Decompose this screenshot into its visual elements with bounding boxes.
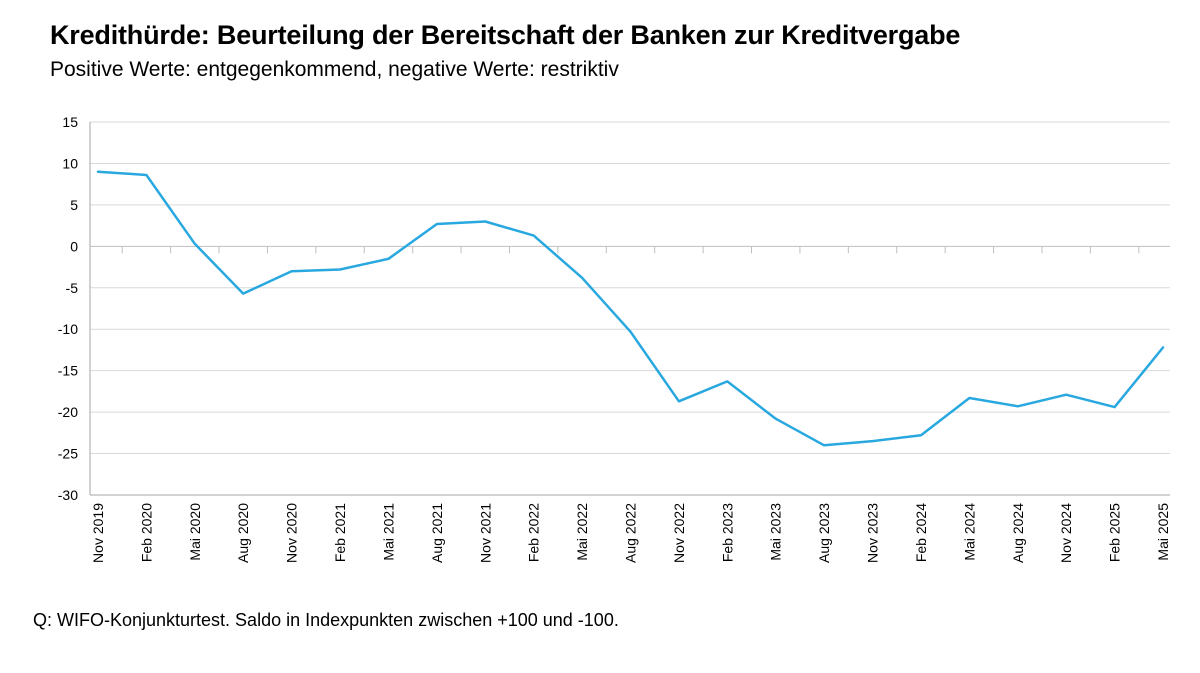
y-tick-label: 10: [62, 155, 78, 171]
x-tick-label: Feb 2022: [526, 503, 542, 562]
x-tick-label: Mai 2025: [1155, 503, 1171, 561]
y-axis: 15 10 5 0 -5 -10 -15 -20 -25 -30: [58, 114, 91, 503]
x-axis: Nov 2019 Feb 2020 Mai 2020 Aug 2020 Nov 2020…: [90, 245, 1171, 563]
x-tick-label: Aug 2020: [235, 503, 251, 563]
x-tick-label: Feb 2023: [719, 503, 735, 562]
x-tick-label: Mai 2020: [187, 503, 203, 561]
x-tick-label: Nov 2022: [671, 503, 687, 563]
chart-title: Kredithürde: Beurteilung der Bereitschaf…: [50, 20, 961, 50]
x-tick-label: Nov 2024: [1058, 503, 1074, 563]
y-tick-label: -5: [66, 280, 79, 296]
y-tick-label: 5: [70, 197, 78, 213]
x-tick-label: Aug 2024: [1010, 503, 1026, 563]
x-tick-label: Feb 2021: [332, 503, 348, 562]
x-tick-label: Aug 2023: [816, 503, 832, 563]
x-tick-label: Nov 2023: [865, 503, 881, 563]
grid-lines: [90, 121, 1170, 496]
y-tick-label: -30: [58, 487, 78, 503]
x-tick-label: Aug 2021: [429, 503, 445, 563]
x-tick-label: Feb 2020: [138, 503, 154, 562]
x-tick-label: Feb 2024: [913, 503, 929, 562]
y-tick-label: -20: [58, 404, 78, 420]
x-tick-label: Mai 2023: [768, 503, 784, 561]
y-tick-label: 15: [62, 114, 78, 130]
x-tick-label: Nov 2021: [477, 503, 493, 563]
source-note: Q: WIFO-Konjunkturtest. Saldo in Indexpu…: [33, 610, 619, 630]
y-tick-label: -15: [58, 363, 78, 379]
chart-subtitle: Positive Werte: entgegenkommend, negativ…: [50, 58, 619, 81]
x-tick-label: Mai 2021: [380, 503, 396, 561]
x-tick-label: Aug 2022: [623, 503, 639, 563]
x-tick-label: Mai 2022: [574, 503, 590, 561]
x-tick-label: Nov 2020: [284, 503, 300, 563]
series-line-group: [96, 170, 1165, 447]
y-tick-label: -25: [58, 446, 78, 462]
x-tick-label: Feb 2025: [1107, 503, 1123, 562]
x-tick-label: Nov 2019: [90, 503, 106, 563]
series-line: [96, 170, 1165, 447]
y-tick-label: 0: [70, 238, 78, 254]
x-tick-label: Mai 2024: [961, 503, 977, 561]
y-tick-label: -10: [58, 321, 78, 337]
